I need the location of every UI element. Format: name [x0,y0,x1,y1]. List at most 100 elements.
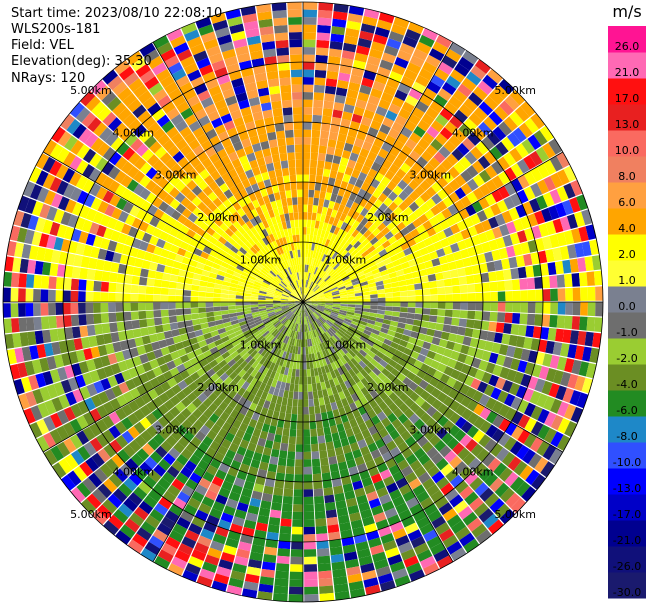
velocity-gate [322,108,333,117]
velocity-gate [310,219,316,228]
velocity-gate [396,133,409,145]
velocity-gate [399,42,415,55]
velocity-gate [354,178,364,189]
velocity-gate [357,171,368,182]
velocity-gate [328,268,335,276]
velocity-gate [342,206,351,215]
velocity-gate [335,87,348,97]
velocity-gate [319,281,327,288]
velocity-gate [341,275,350,282]
velocity-gate [365,102,378,113]
velocity-gate [345,96,357,107]
velocity-gate [336,266,344,274]
velocity-gate [516,189,529,204]
velocity-gate [327,257,334,266]
colorbar-tick-label: 8.0 [618,170,636,183]
velocity-gate [382,117,395,128]
velocity-gate [518,122,533,138]
velocity-gate [337,283,345,289]
velocity-gate [421,27,439,41]
velocity-gate [354,195,363,205]
velocity-gate [314,69,327,79]
velocity-gate [453,199,465,212]
velocity-gate [430,138,443,151]
velocity-gate [326,207,333,217]
velocity-gate [396,151,409,163]
velocity-gate [332,11,348,21]
velocity-gate [327,177,336,186]
velocity-gate [373,198,383,209]
velocity-gate [517,174,530,189]
velocity-gate [370,119,382,131]
velocity-gate [315,62,328,71]
velocity-gate [337,203,346,213]
velocity-gate [346,182,355,193]
velocity-gate [333,262,340,271]
velocity-gate [351,229,360,238]
velocity-gate [303,99,313,108]
velocity-gate [318,279,325,287]
velocity-gate [403,184,414,196]
velocity-gate [483,116,498,131]
velocity-gate [350,201,359,211]
velocity-gate [385,110,398,122]
velocity-gate [311,212,317,221]
velocity-gate [321,206,328,215]
velocity-gate [333,275,341,282]
velocity-gate [358,235,367,244]
velocity-gate [507,132,521,147]
velocity-gate [435,212,446,223]
velocity-gate [398,108,411,120]
velocity-gate [332,217,340,227]
velocity-gate [359,147,370,158]
velocity-gate [316,167,324,176]
velocity-gate [303,197,309,205]
velocity-gate [309,293,316,298]
velocity-gate [491,160,504,175]
velocity-gate [386,221,396,231]
velocity-gate [346,89,359,99]
velocity-gate [353,240,362,249]
velocity-gate [333,3,349,13]
velocity-gate [454,109,468,123]
velocity-gate [418,168,430,180]
velocity-gate [309,295,317,300]
velocity-gate [328,131,339,141]
velocity-gate [323,199,330,208]
velocity-gate [464,151,478,165]
velocity-gate [383,207,393,217]
velocity-gate [405,28,421,42]
velocity-gate [357,37,372,49]
velocity-gate [363,109,375,120]
velocity-gate [428,48,445,62]
velocity-gate [347,128,358,138]
velocity-gate [333,226,341,236]
velocity-gate [441,208,453,219]
velocity-gate [411,162,423,174]
velocity-gate [361,264,370,272]
velocity-gate [381,226,391,236]
velocity-gate [543,176,557,192]
velocity-gate [377,192,388,203]
velocity-gate [352,59,367,70]
colorbar-tick-label: 1.0 [618,274,636,287]
velocity-gate [381,52,397,64]
velocity-gate [510,193,522,207]
velocity-gate [376,182,387,193]
velocity-gate [310,265,315,274]
velocity-gate [510,163,524,178]
velocity-gate [440,237,450,248]
velocity-gate [367,260,377,268]
velocity-gate [367,245,376,254]
velocity-gate [392,185,403,196]
velocity-gate [310,250,314,258]
velocity-gate [536,179,550,195]
velocity-gate [350,237,358,247]
velocity-gate [496,199,509,213]
velocity-gate [549,155,564,172]
velocity-gate [332,155,342,165]
velocity-gate [330,209,338,218]
velocity-gate [445,48,462,63]
velocity-gate [319,252,325,261]
velocity-gate [360,217,369,226]
